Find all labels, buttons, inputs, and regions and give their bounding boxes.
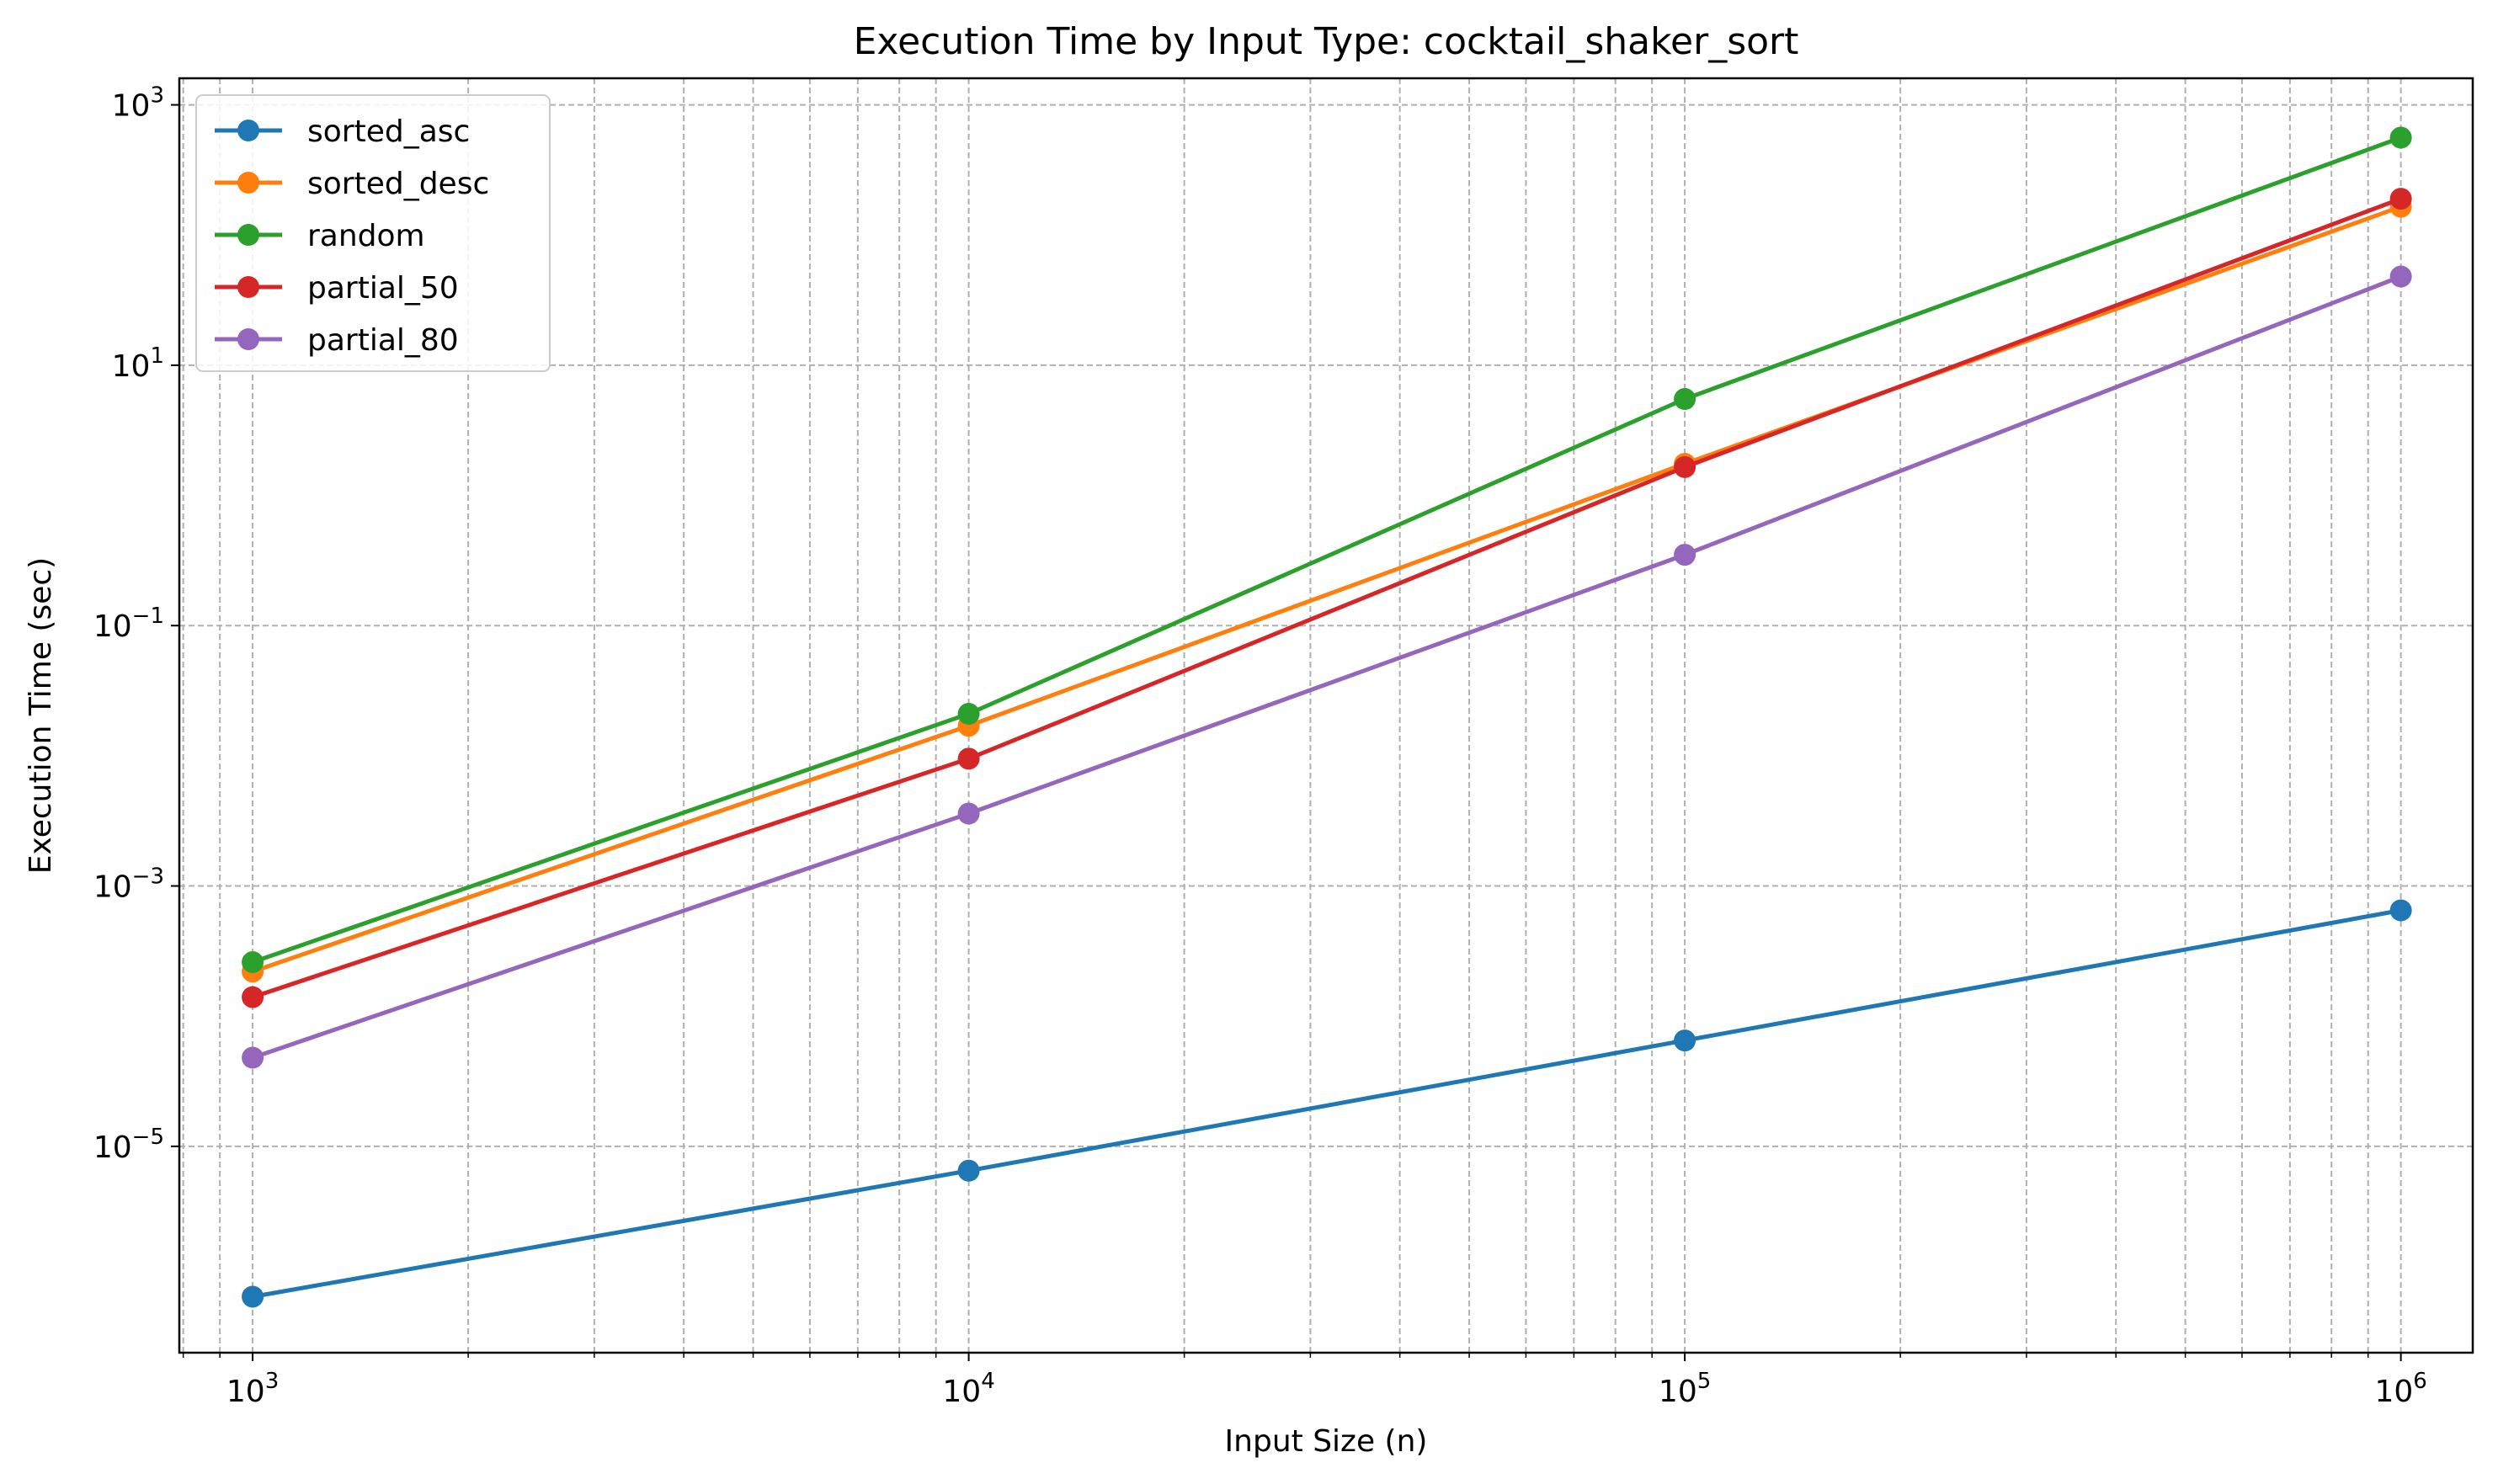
y-tick-label: 10−5: [93, 1125, 164, 1165]
series-random: [242, 126, 2412, 974]
data-point: [2389, 126, 2412, 149]
legend-marker: [237, 120, 259, 141]
data-point: [957, 802, 980, 825]
legend-entry: sorted_desc: [215, 167, 489, 201]
legend-label: partial_50: [307, 271, 459, 306]
series-line: [252, 136, 2402, 965]
legend-label: random: [307, 219, 425, 253]
data-point: [957, 747, 980, 770]
x-axis-label: Input Size (n): [1225, 1424, 1428, 1459]
plot-frame: [178, 77, 2474, 1354]
legend-marker: [237, 172, 259, 194]
data-point: [2389, 899, 2412, 922]
data-point: [2389, 265, 2412, 288]
series-sorted_asc: [242, 899, 2412, 1308]
legend-label: sorted_desc: [307, 167, 489, 201]
x-tick-label: 106: [2374, 1369, 2426, 1409]
series-partial_50: [242, 188, 2412, 1008]
data-point: [1674, 455, 1696, 478]
data-point: [1674, 544, 1696, 566]
legend-marker: [237, 224, 259, 246]
legend-entry: partial_80: [215, 323, 459, 358]
data-point: [1674, 1029, 1696, 1052]
data-point: [242, 951, 264, 974]
series-line: [252, 908, 2402, 1299]
axis-ticks: 103 104 105 106 10−5 10−3 10−1 101 103: [93, 83, 2427, 1409]
legend-label: sorted_asc: [307, 114, 470, 149]
y-tick-label: 101: [112, 343, 164, 384]
series-line: [252, 274, 2402, 1060]
x-tick-label: 103: [226, 1369, 279, 1409]
legend-box: [195, 94, 551, 372]
y-tick-label: 10−1: [93, 604, 164, 644]
data-point: [242, 1046, 264, 1069]
data-point: [242, 1285, 264, 1308]
data-point: [957, 1159, 980, 1182]
y-tick-label: 103: [112, 83, 164, 124]
data-point: [242, 986, 264, 1008]
series-line: [252, 205, 2402, 974]
series-partial_80: [242, 265, 2412, 1069]
legend-entry: sorted_asc: [215, 114, 470, 149]
x-tick-label: 104: [942, 1369, 994, 1409]
y-tick-label: 10−3: [93, 864, 164, 905]
series-layer: [242, 126, 2412, 1308]
legend-marker: [237, 328, 259, 350]
legend-marker: [237, 276, 259, 298]
series-line: [252, 196, 2402, 999]
data-point: [1674, 388, 1696, 411]
grid: [179, 78, 2473, 1353]
x-tick-label: 105: [1659, 1369, 1711, 1409]
data-point: [2389, 188, 2412, 210]
data-point: [957, 703, 980, 726]
legend-entry: random: [215, 219, 425, 253]
y-axis-label: Execution Time (sec): [24, 557, 58, 874]
chart-title: Execution Time by Input Type: cocktail_s…: [854, 20, 1799, 63]
legend-label: partial_80: [307, 323, 459, 358]
legend-entry: partial_50: [215, 271, 459, 306]
